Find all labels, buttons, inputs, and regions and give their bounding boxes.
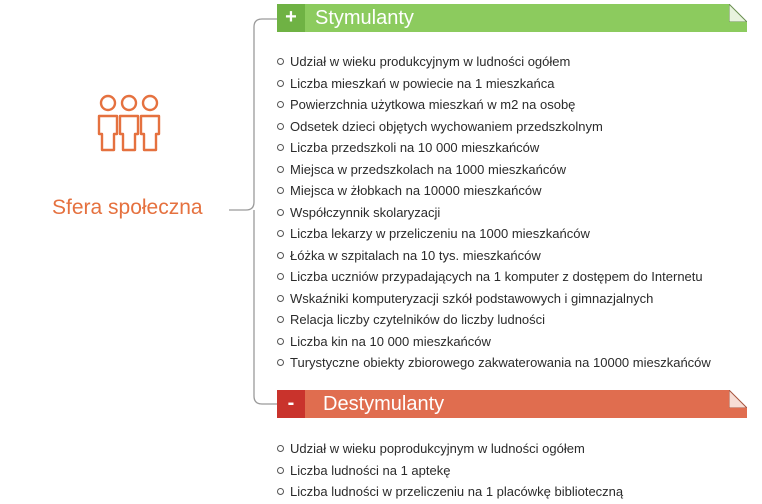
circle-bullet-icon — [277, 144, 284, 151]
circle-bullet-icon — [277, 101, 284, 108]
circle-bullet-icon — [277, 122, 284, 130]
list-item: Wskaźniki komputeryzacji szkół podstawow… — [277, 288, 711, 310]
list-item-label: Liczba lekarzy w przeliczeniu na 1000 mi… — [290, 226, 590, 241]
list-item: Liczba mieszkań w powiecie na 1 mieszkań… — [277, 73, 711, 95]
minus-icon: - — [277, 390, 305, 418]
list-item: Odsetek dzieci objętych wychowaniem prze… — [277, 116, 711, 138]
list-item: Liczba lekarzy w przeliczeniu na 1000 mi… — [277, 223, 711, 245]
list-item: Miejsca w przedszkolach na 1000 mieszkań… — [277, 159, 711, 181]
circle-bullet-icon — [277, 230, 284, 237]
plus-icon: + — [277, 4, 305, 32]
list-item: Liczba uczniów przypadających na 1 kompu… — [277, 266, 711, 288]
list-item: Liczba ludności na 1 aptekę — [277, 460, 623, 482]
sphere-title: Sfera społeczna — [52, 196, 203, 219]
list-item: Miejsca w żłobkach na 10000 mieszkańców — [277, 180, 711, 202]
circle-bullet-icon — [277, 488, 284, 495]
list-item: Powierzchnia użytkowa mieszkań w m2 na o… — [277, 94, 711, 116]
list-item-label: Relacja liczby czytelników do liczby lud… — [290, 312, 546, 327]
circle-bullet-icon — [277, 58, 284, 65]
stimulants-list: Udział w wieku produkcyjnym w ludności o… — [277, 51, 711, 374]
list-item-label: Liczba ludności na 1 aptekę — [290, 462, 451, 478]
fold-line-icon — [729, 390, 747, 408]
circle-bullet-icon — [277, 337, 284, 345]
list-item: Udział w wieku poprodukcyjnym w ludności… — [277, 438, 623, 460]
circle-bullet-icon — [277, 445, 284, 452]
list-item-label: Liczba kin na 10 000 mieszkańców — [290, 333, 491, 349]
circle-bullet-icon — [277, 187, 284, 194]
list-item: Udział w wieku produkcyjnym w ludności o… — [277, 51, 711, 73]
list-item: Relacja liczby czytelników do liczby lud… — [277, 309, 711, 331]
circle-bullet-icon — [277, 79, 284, 87]
circle-bullet-icon — [277, 273, 284, 280]
list-item-label: Udział w wieku poprodukcyjnym w ludności… — [290, 441, 585, 456]
list-item-label: Miejsca w żłobkach na 10000 mieszkańców — [290, 183, 542, 198]
list-item-label: Łóżka w szpitalach na 10 tys. mieszkańcó… — [290, 247, 541, 263]
list-item-label: Turystyczne obiekty zbiorowego zakwatero… — [290, 355, 711, 370]
stimulants-header: + Stymulanty — [277, 4, 747, 32]
circle-bullet-icon — [277, 165, 284, 173]
destimulants-header: - Destymulanty — [277, 390, 747, 418]
list-item: Liczba przedszkoli na 10 000 mieszkańców — [277, 137, 711, 159]
list-item-label: Udział w wieku produkcyjnym w ludności o… — [290, 54, 571, 69]
circle-bullet-icon — [277, 294, 284, 302]
list-item-label: Wskaźniki komputeryzacji szkół podstawow… — [290, 290, 654, 306]
list-item-label: Odsetek dzieci objętych wychowaniem prze… — [290, 118, 603, 134]
fold-line-icon — [729, 4, 747, 22]
circle-bullet-icon — [277, 316, 284, 323]
list-item-label: Powierzchnia użytkowa mieszkań w m2 na o… — [290, 97, 576, 112]
circle-bullet-icon — [277, 251, 284, 259]
list-item-label: Liczba mieszkań w powiecie na 1 mieszkań… — [290, 75, 555, 91]
list-item-label: Miejsca w przedszkolach na 1000 mieszkań… — [290, 161, 567, 177]
list-item-label: Liczba przedszkoli na 10 000 mieszkańców — [290, 140, 540, 155]
circle-bullet-icon — [277, 208, 284, 216]
circle-bullet-icon — [277, 359, 284, 366]
list-item: Liczba kin na 10 000 mieszkańców — [277, 331, 711, 353]
list-item: Liczba ludności w przeliczeniu na 1 plac… — [277, 481, 623, 503]
list-item: Współczynnik skolaryzacji — [277, 202, 711, 224]
list-item: Turystyczne obiekty zbiorowego zakwatero… — [277, 352, 711, 374]
list-item-label: Współczynnik skolaryzacji — [290, 204, 441, 220]
people-group-icon — [97, 94, 161, 152]
circle-bullet-icon — [277, 466, 284, 474]
destimulants-title: Destymulanty — [305, 390, 747, 418]
list-item-label: Liczba ludności w przeliczeniu na 1 plac… — [290, 484, 624, 499]
list-item-label: Liczba uczniów przypadających na 1 kompu… — [290, 269, 703, 284]
stimulants-title: Stymulanty — [305, 4, 747, 32]
destimulants-list: Udział w wieku poprodukcyjnym w ludności… — [277, 438, 623, 503]
list-item: Łóżka w szpitalach na 10 tys. mieszkańcó… — [277, 245, 711, 267]
